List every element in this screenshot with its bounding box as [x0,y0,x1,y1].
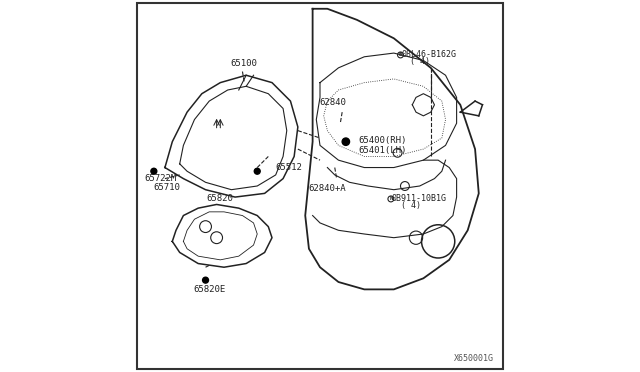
Text: 65100: 65100 [231,59,258,68]
Text: 65400(RH): 65400(RH) [359,137,407,145]
Text: 65512: 65512 [276,163,303,172]
Text: 65820E: 65820E [193,285,225,294]
Text: 62840: 62840 [319,97,346,107]
Text: 65820: 65820 [207,193,234,203]
Circle shape [254,168,260,174]
Text: 08L46-B162G: 08L46-B162G [401,49,456,59]
Text: 65401(LH): 65401(LH) [359,145,407,155]
Text: 65722M: 65722M [145,174,177,183]
Circle shape [151,168,157,174]
Text: 62840+A: 62840+A [308,184,346,193]
Text: B: B [399,52,402,57]
Text: ( 4): ( 4) [410,57,431,66]
Circle shape [203,277,209,283]
Circle shape [342,138,349,145]
Text: 0B911-10B1G: 0B911-10B1G [392,193,447,203]
Text: ( 4): ( 4) [401,201,421,210]
Text: N: N [389,196,392,201]
Text: X650001G: X650001G [454,354,493,363]
Text: 65710: 65710 [154,183,180,192]
